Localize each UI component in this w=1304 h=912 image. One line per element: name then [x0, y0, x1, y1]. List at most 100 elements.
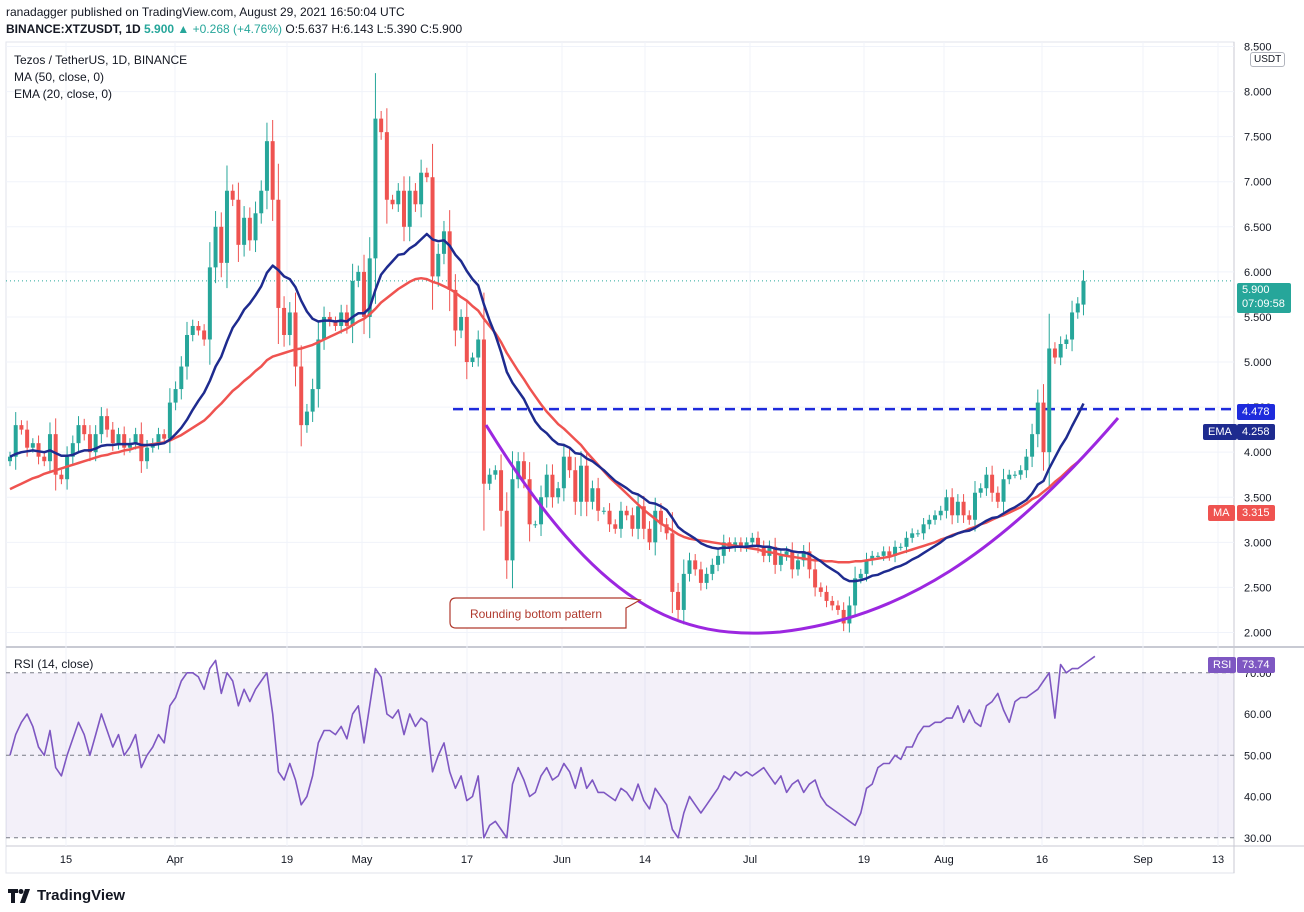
- candle-body: [887, 551, 892, 556]
- candle-down: [693, 554, 698, 576]
- candle-down: [499, 454, 504, 527]
- candle-body: [744, 542, 749, 547]
- candle-up: [116, 427, 121, 450]
- candle-body: [647, 528, 652, 543]
- candle-body: [87, 434, 92, 453]
- candle-down: [36, 435, 41, 465]
- candle-up: [533, 520, 538, 528]
- candle-body: [818, 587, 823, 592]
- tradingview-logo[interactable]: TradingView: [8, 887, 125, 904]
- candle-body: [173, 389, 178, 403]
- candle-body: [1075, 303, 1080, 313]
- candle-down: [293, 292, 298, 387]
- candle-up: [1024, 449, 1029, 478]
- candle-body: [990, 474, 995, 493]
- candle-down: [1052, 342, 1057, 364]
- candle-body: [567, 456, 572, 471]
- chart-title[interactable]: Tezos / TetherUS, 1D, BINANCE: [14, 53, 188, 67]
- candle-up: [904, 531, 909, 554]
- candle-down: [647, 521, 652, 550]
- candle-body: [304, 411, 309, 426]
- candle-body: [190, 325, 195, 335]
- candle-up: [242, 206, 247, 257]
- price-tick-label: 2.500: [1244, 582, 1272, 594]
- candle-body: [145, 447, 150, 462]
- candle-body: [13, 425, 18, 457]
- ema-legend[interactable]: EMA (20, close, 0): [14, 87, 113, 101]
- candle-down: [950, 488, 955, 525]
- candle-body: [493, 470, 498, 475]
- candle-body: [653, 510, 658, 543]
- candle-body: [8, 456, 12, 462]
- candle-body: [921, 524, 926, 534]
- candle-up: [1047, 313, 1052, 487]
- candle-body: [264, 141, 269, 191]
- candle-body: [122, 434, 127, 448]
- candle-down: [401, 176, 406, 242]
- candle-up: [310, 378, 315, 422]
- candle-body: [76, 425, 81, 444]
- candle-body: [65, 456, 70, 480]
- candle-body: [499, 470, 504, 511]
- candle-down: [813, 560, 818, 597]
- candle-down: [790, 542, 795, 579]
- price-tick-label: 5.000: [1244, 357, 1272, 369]
- candle-up: [590, 480, 595, 510]
- candle-up: [476, 330, 481, 367]
- candle-down: [596, 477, 601, 522]
- candle-down: [676, 582, 681, 619]
- candle-up: [539, 485, 544, 537]
- candle-down: [481, 292, 486, 531]
- candle-body: [795, 560, 800, 570]
- currency-button[interactable]: USDT: [1250, 52, 1286, 67]
- candle-body: [230, 190, 235, 200]
- candle-body: [561, 456, 566, 489]
- candle-body: [533, 524, 538, 526]
- candle-body: [613, 524, 618, 529]
- candle-up: [955, 494, 960, 523]
- candle-up: [938, 505, 943, 521]
- candle-body: [584, 465, 589, 502]
- candle-body: [282, 307, 287, 335]
- candle-body: [419, 172, 424, 205]
- candle-body: [242, 217, 247, 245]
- candle-up: [47, 422, 52, 473]
- candle-body: [539, 497, 544, 525]
- candle-body: [693, 560, 698, 570]
- candle-body: [36, 443, 41, 457]
- candle-down: [738, 537, 743, 552]
- candle-body: [316, 339, 321, 390]
- candle-body: [893, 546, 898, 556]
- candle-body: [864, 560, 869, 574]
- symbol-ohlc-line: BINANCE:XTZUSDT, 1D 5.900 ▲ +0.268 (+4.7…: [6, 22, 462, 36]
- candle-up: [853, 566, 858, 618]
- candle-body: [1058, 344, 1063, 358]
- candle-up: [1035, 389, 1040, 448]
- candle-body: [70, 443, 75, 457]
- rsi-legend[interactable]: RSI (14, close): [14, 657, 94, 671]
- candle-body: [1018, 470, 1023, 475]
- candle-body: [1041, 402, 1046, 453]
- candle-body: [93, 434, 98, 453]
- candle-body: [756, 537, 761, 547]
- candle-body: [1035, 402, 1040, 435]
- candle-up: [579, 451, 583, 517]
- time-tick-label: 19: [281, 854, 293, 866]
- candle-up: [493, 465, 498, 480]
- candle-up: [893, 540, 898, 563]
- candle-body: [596, 488, 601, 511]
- candle-down: [990, 465, 995, 502]
- candle-up: [213, 211, 218, 284]
- price-change: +0.268 (+4.76%): [192, 22, 283, 36]
- candle-down: [270, 119, 275, 221]
- price-tick-label: 8.000: [1244, 87, 1272, 99]
- ma-legend[interactable]: MA (50, close, 0): [14, 70, 105, 84]
- candle-body: [579, 465, 583, 502]
- candle-body: [407, 190, 412, 227]
- candle-up: [915, 529, 920, 537]
- candle-down: [504, 492, 509, 579]
- candle-body: [213, 226, 218, 268]
- rsi-tick-label: 60.00: [1244, 709, 1272, 721]
- candle-body: [1007, 474, 1012, 480]
